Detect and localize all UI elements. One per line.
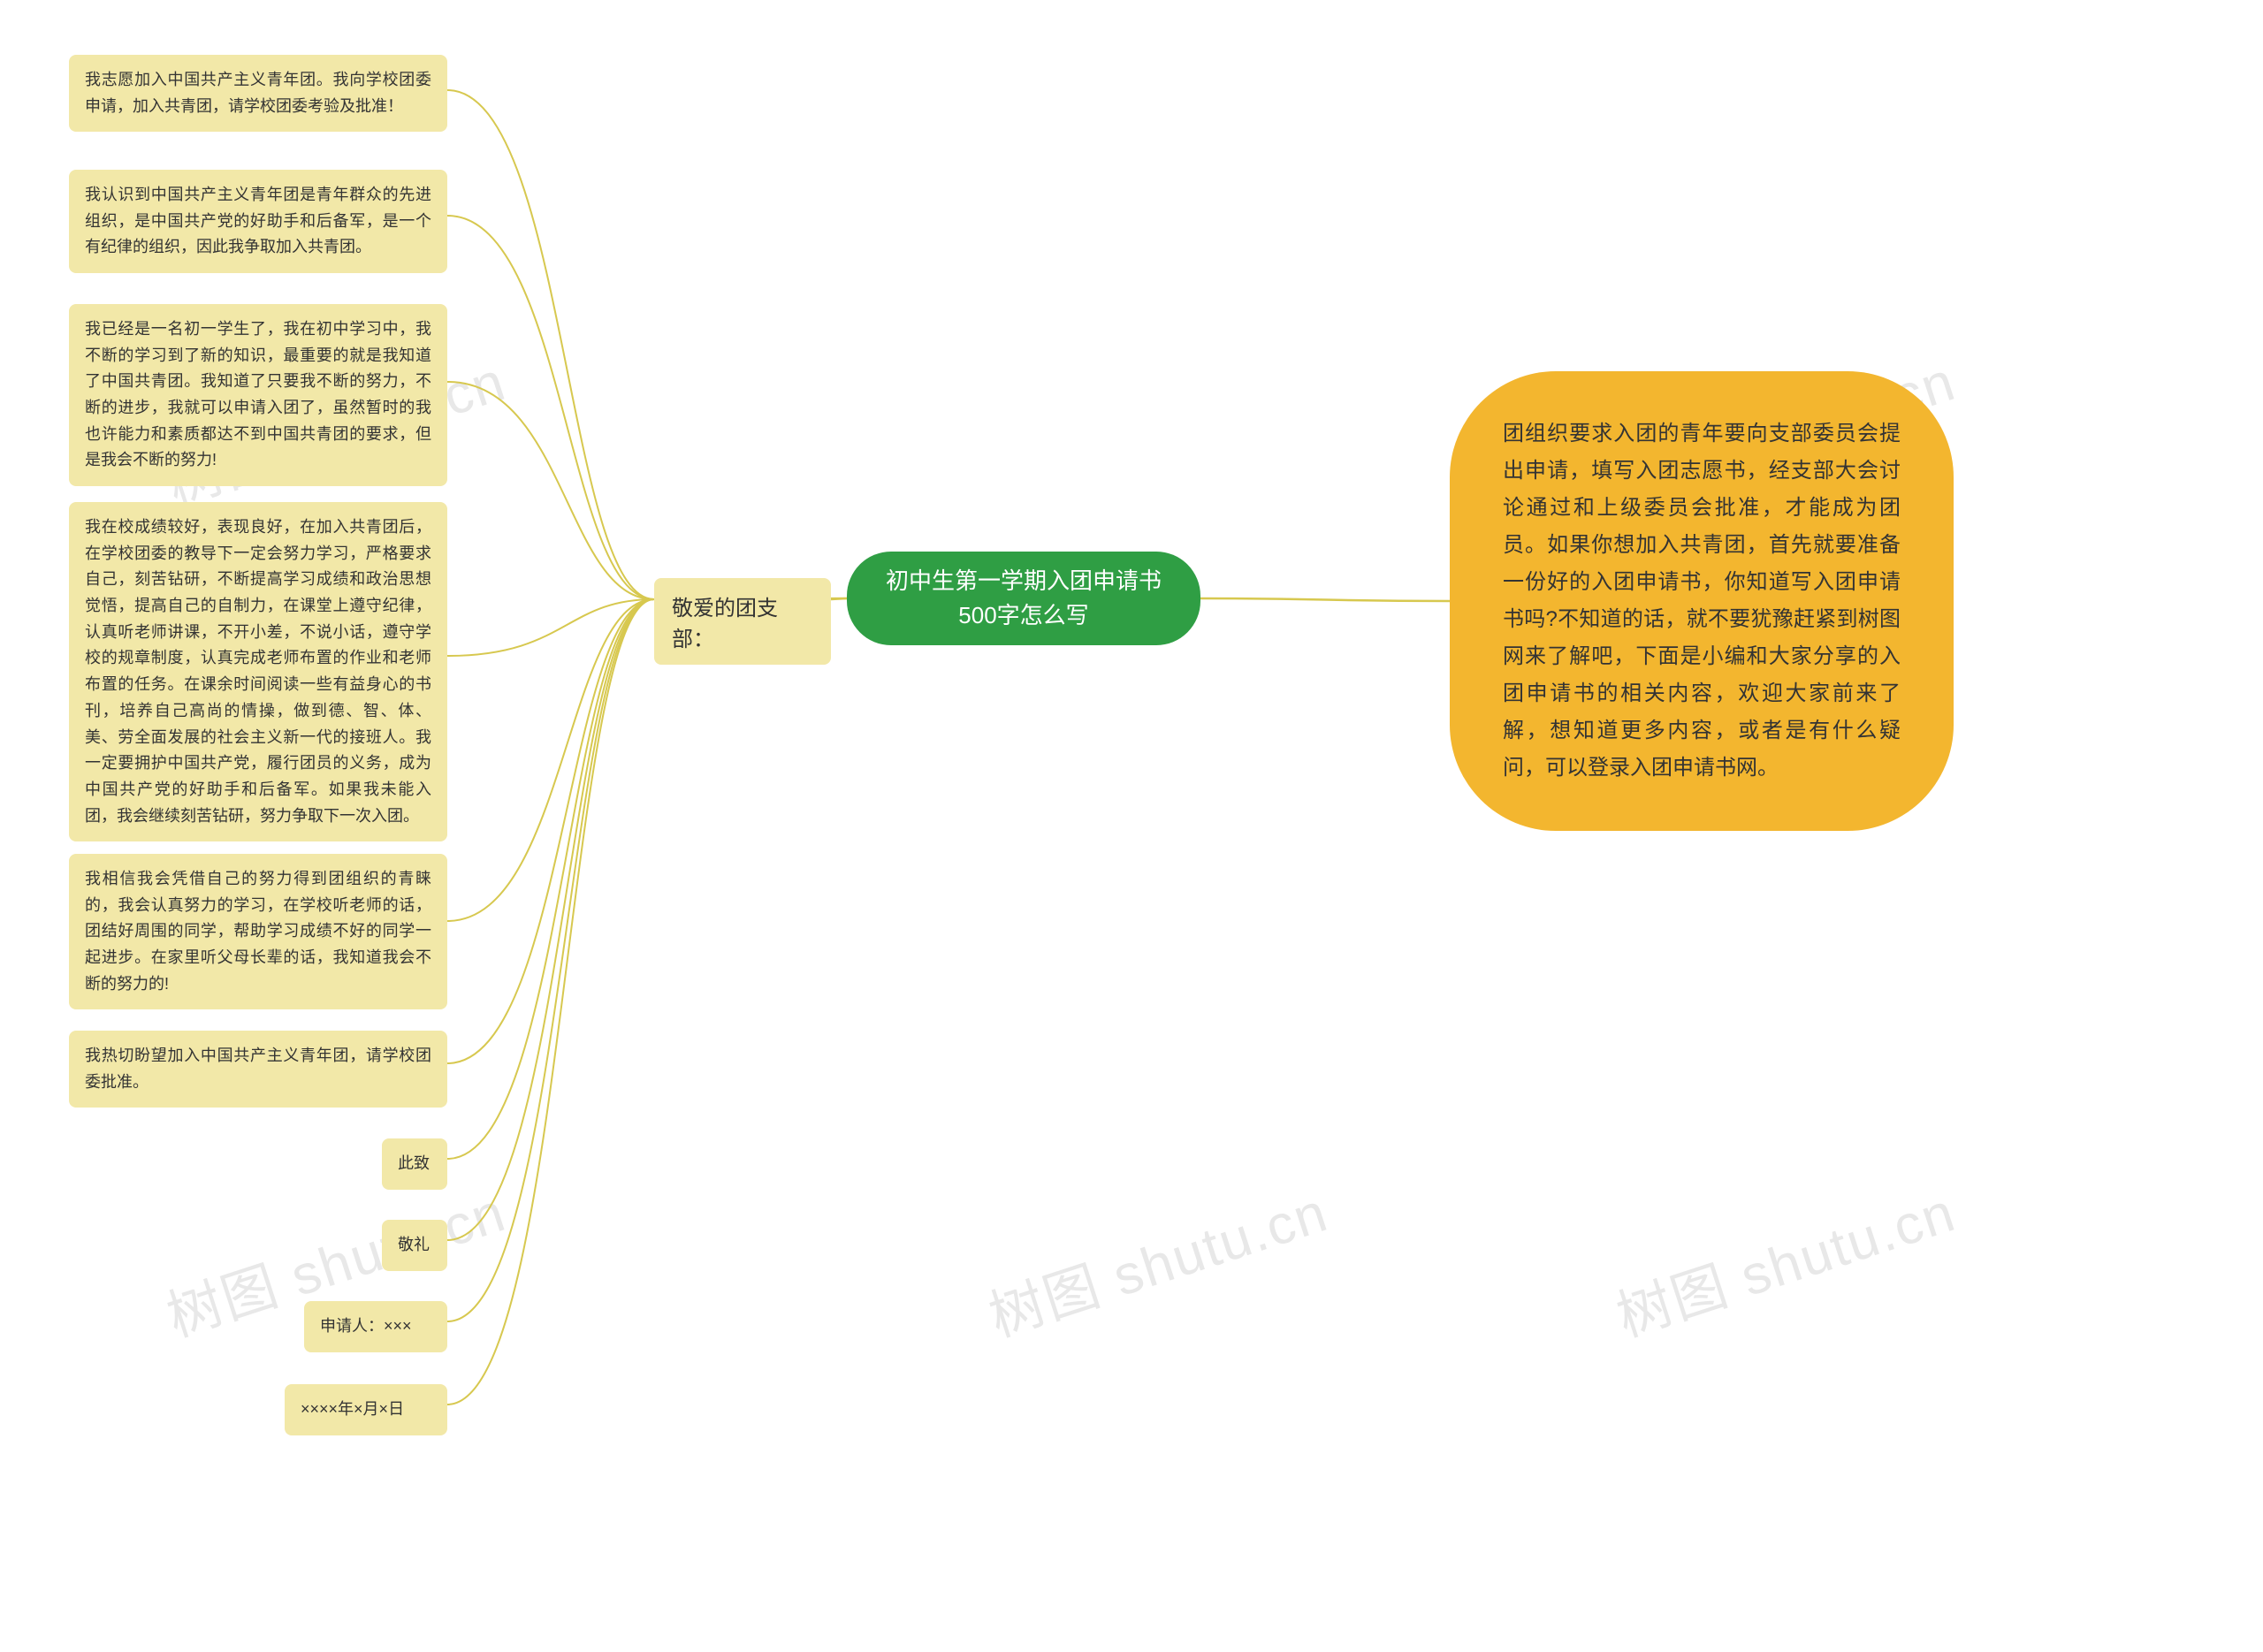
leaf-node: 我志愿加入中国共产主义青年团。我向学校团委申请，加入共青团，请学校团委考验及批准…	[69, 55, 447, 132]
leaf-node: 我已经是一名初一学生了，我在初中学习中，我不断的学习到了新的知识，最重要的就是我…	[69, 304, 447, 486]
leaf-node: 敬礼	[382, 1220, 447, 1271]
leaf-node: 我相信我会凭借自己的努力得到团组织的青睐的，我会认真努力的学习，在学校听老师的话…	[69, 854, 447, 1009]
leaf-node: ××××年×月×日	[285, 1384, 447, 1435]
left-branch-node: 敬爱的团支部：	[654, 578, 831, 665]
watermark: 树图 shutu.cn	[978, 1168, 1337, 1351]
center-node: 初中生第一学期入团申请书500字怎么写	[847, 552, 1200, 645]
leaf-node: 申请人：×××	[304, 1301, 447, 1352]
leaf-node: 我在校成绩较好，表现良好，在加入共青团后，在学校团委的教导下一定会努力学习，严格…	[69, 502, 447, 841]
right-description-node: 团组织要求入团的青年要向支部委员会提出申请，填写入团志愿书，经支部大会讨论通过和…	[1450, 371, 1954, 831]
leaf-node: 我热切盼望加入中国共产主义青年团，请学校团委批准。	[69, 1031, 447, 1108]
leaf-node: 此致	[382, 1138, 447, 1190]
watermark: 树图 shutu.cn	[1605, 1168, 1964, 1351]
leaf-node: 我认识到中国共产主义青年团是青年群众的先进组织，是中国共产党的好助手和后备军，是…	[69, 170, 447, 273]
